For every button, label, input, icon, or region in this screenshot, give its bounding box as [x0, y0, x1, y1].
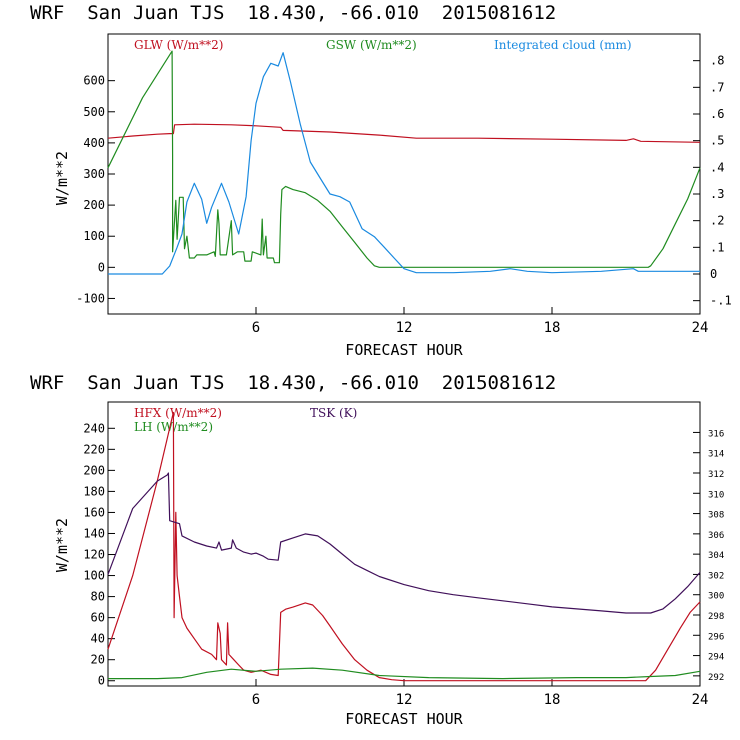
y2-tick-label: 294 — [708, 653, 724, 663]
y2-tick-label: 314 — [708, 450, 724, 460]
x-tick-label: 24 — [692, 692, 709, 708]
panel2-y-axis-label: W/m**2 — [53, 518, 71, 572]
y2-tick-label: .3 — [710, 187, 724, 201]
y-tick-label: 300 — [83, 167, 105, 181]
y2-tick-label: 304 — [708, 551, 724, 561]
y-tick-label: 200 — [83, 198, 105, 212]
x-tick-label: 18 — [544, 692, 561, 708]
y2-tick-label: 300 — [708, 592, 724, 602]
x-tick-label: 6 — [252, 692, 260, 708]
panel2-y2-axis: 292 294 296 298 300 302 304 306 308 310 312 314 316 — [693, 429, 724, 683]
panel1-legend-cloud: Integrated cloud (mm) — [494, 38, 632, 52]
y-tick-label: 220 — [83, 442, 105, 456]
y-tick-label: 100 — [83, 569, 105, 583]
y2-tick-label: 310 — [708, 490, 724, 500]
y-tick-label: 500 — [83, 105, 105, 119]
y-tick-label: 240 — [83, 421, 105, 435]
panel2-legend-hfx: HFX (W/m**2) — [134, 406, 222, 420]
panel1-title: WRF San Juan TJS 18.430, -66.010 2015081… — [30, 2, 556, 24]
series-line-integrated-cloud — [108, 52, 700, 275]
x-tick-label: 12 — [396, 320, 413, 336]
panel1-series-group — [107, 50, 701, 275]
panel2-series-group — [107, 411, 701, 682]
y-tick-label: 120 — [83, 548, 105, 562]
x-tick-label: 24 — [692, 320, 709, 336]
y2-tick-label: .2 — [710, 214, 724, 228]
series-line-tsk — [107, 472, 701, 614]
y2-tick-label: 0 — [710, 267, 717, 281]
panel-heat-flux-skin-temp: WRF San Juan TJS 18.430, -66.010 2015081… — [30, 372, 724, 728]
panel1-y-axis-label: W/m**2 — [53, 151, 71, 205]
y-tick-label: 160 — [83, 505, 105, 519]
y2-tick-label: .4 — [710, 160, 724, 174]
y2-tick-label: .5 — [710, 134, 724, 148]
y-tick-label: 60 — [91, 611, 105, 625]
y2-tick-label: 308 — [708, 511, 724, 521]
y2-tick-label: 312 — [708, 470, 724, 480]
y2-tick-label: .8 — [710, 54, 724, 68]
y-tick-label: 100 — [83, 229, 105, 243]
panel1-y-axis: -100 0 100 200 300 400 500 600 — [76, 74, 115, 305]
panel2-x-axis-label: FORECAST HOUR — [345, 710, 463, 728]
y-tick-label: 400 — [83, 136, 105, 150]
y2-tick-label: 302 — [708, 571, 724, 581]
y2-tick-label: .6 — [710, 107, 724, 121]
y-tick-label: 200 — [83, 463, 105, 477]
panel2-y-axis: 0 20 40 60 80 100 120 140 160 180 200 220 240 — [83, 421, 115, 688]
series-line-gsw — [107, 50, 701, 268]
panel1-plot-frame — [107, 33, 701, 315]
y2-tick-label: .1 — [710, 240, 724, 254]
panel2-plot-frame — [107, 401, 701, 687]
y-tick-label: 40 — [91, 632, 105, 646]
panel2-x-axis: 6 12 18 24 — [252, 679, 709, 708]
panel1-y2-axis: -.1 0 .1 .2 .3 .4 .5 .6 .7 .8 — [693, 54, 732, 308]
panel2-title: WRF San Juan TJS 18.430, -66.010 2015081… — [30, 372, 556, 394]
y2-tick-label: 296 — [708, 632, 724, 642]
series-line-lh — [108, 667, 701, 680]
panel1-x-axis-label: FORECAST HOUR — [345, 341, 463, 359]
y2-tick-label: -.1 — [710, 294, 732, 308]
panel1-legend-glw: GLW (W/m**2) — [134, 38, 223, 52]
y2-tick-label: 316 — [708, 429, 724, 439]
y2-tick-label: 298 — [708, 612, 724, 622]
y-tick-label: 600 — [83, 74, 105, 88]
panel1-x-axis: 6 12 18 24 — [252, 307, 709, 336]
y-tick-label: 80 — [91, 590, 105, 604]
y2-tick-label: 306 — [708, 531, 724, 541]
x-tick-label: 12 — [396, 692, 413, 708]
y2-tick-label: .7 — [710, 80, 724, 94]
series-line-glw — [107, 123, 701, 143]
y-tick-label: 0 — [98, 260, 105, 274]
panel1-legend-gsw: GSW (W/m**2) — [326, 38, 417, 52]
y-tick-label: 20 — [91, 653, 105, 667]
x-tick-label: 18 — [544, 320, 561, 336]
y-tick-label: 0 — [98, 674, 105, 688]
y-tick-label: 140 — [83, 526, 105, 540]
series-line-hfx — [107, 411, 701, 682]
x-tick-label: 6 — [252, 320, 260, 336]
panel-radiation-cloud: WRF San Juan TJS 18.430, -66.010 2015081… — [30, 2, 732, 359]
y2-tick-label: 292 — [708, 673, 724, 683]
panel2-legend-tsk: TSK (K) — [310, 406, 357, 420]
y-tick-label: 180 — [83, 484, 105, 498]
y-tick-label: -100 — [76, 291, 105, 305]
